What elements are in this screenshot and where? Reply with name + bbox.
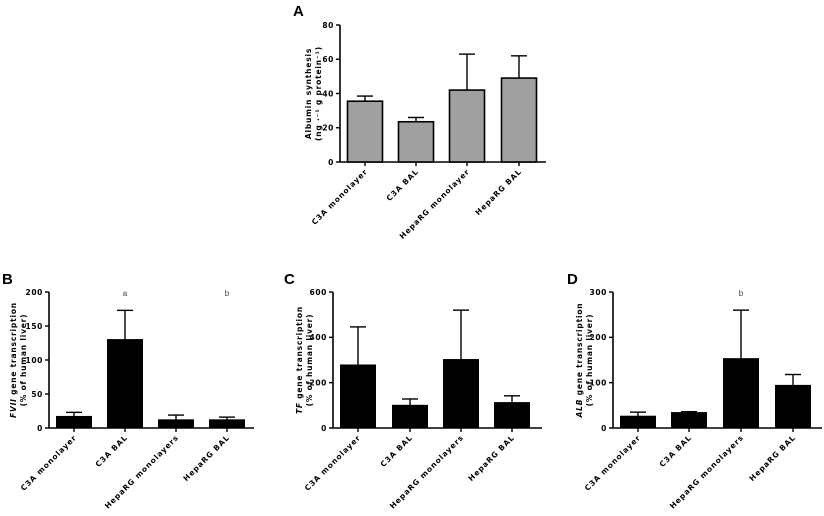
y-tick-label: 60 bbox=[322, 55, 334, 64]
bar bbox=[443, 359, 479, 429]
y-axis-subtitle: (% of human liver) bbox=[19, 314, 28, 407]
bar bbox=[392, 404, 428, 429]
y-axis-subtitle: (% of human liver) bbox=[305, 314, 314, 407]
y-tick-label: 50 bbox=[31, 390, 43, 399]
panel-letter: C bbox=[284, 271, 295, 288]
bar bbox=[494, 402, 530, 429]
significance-annotation: b bbox=[225, 289, 230, 298]
category-label: C3A BAL bbox=[94, 433, 130, 469]
bar bbox=[346, 100, 384, 163]
y-tick-label: 40 bbox=[322, 89, 334, 98]
bar bbox=[158, 419, 194, 429]
bar bbox=[620, 415, 656, 429]
category-label: C3A monolayer bbox=[19, 433, 79, 493]
y-tick-label: 100 bbox=[590, 378, 607, 387]
category-label: HepaRG BAL bbox=[466, 433, 516, 483]
bar bbox=[723, 358, 759, 429]
y-axis-subtitle: (ng ·⁻¹ g protein⁻¹) bbox=[314, 46, 323, 141]
category-label: HepaRG BAL bbox=[747, 433, 797, 483]
y-tick-label: 0 bbox=[601, 424, 607, 433]
y-tick-label: 0 bbox=[37, 424, 43, 433]
bar bbox=[397, 120, 435, 163]
bar bbox=[775, 384, 811, 429]
bar bbox=[448, 89, 486, 163]
category-label: C3A BAL bbox=[379, 433, 415, 469]
y-tick-label: 300 bbox=[590, 288, 607, 297]
y-axis-title: ALB gene transcription bbox=[575, 303, 584, 419]
bar bbox=[500, 77, 538, 163]
y-tick-label: 200 bbox=[310, 378, 327, 387]
y-tick-label: 150 bbox=[26, 322, 43, 331]
category-label: HepaRG BAL bbox=[473, 167, 523, 217]
chart-panel-d: D 0 100 200 300 ALB gene transcription (% of h… bbox=[567, 271, 822, 511]
y-tick-label: 100 bbox=[26, 356, 43, 365]
y-tick-label: 200 bbox=[590, 333, 607, 342]
panel-letter: B bbox=[2, 271, 13, 288]
chart-panel-b: B 0 50 100 150 200 FVII gene transcription (% o… bbox=[2, 271, 254, 511]
bar bbox=[56, 415, 92, 429]
panel-letter: D bbox=[567, 271, 578, 288]
y-axis-title: Albumin synthesis bbox=[304, 48, 313, 139]
y-axis-title: TF gene transcription bbox=[295, 306, 304, 414]
category-label: C3A monolayer bbox=[583, 433, 643, 493]
y-tick-label: 600 bbox=[310, 288, 327, 297]
y-tick-label: 200 bbox=[26, 288, 43, 297]
category-label: C3A monolayer bbox=[303, 433, 363, 493]
bar bbox=[209, 419, 245, 429]
chart-panel-c: C 0 200 400 600 TF gene transcription (% of hu… bbox=[284, 271, 542, 511]
category-label: C3A BAL bbox=[658, 433, 694, 469]
y-tick-label: 80 bbox=[322, 21, 334, 30]
bar bbox=[107, 339, 143, 429]
bar bbox=[340, 364, 376, 429]
y-axis-title: FVII gene transcription bbox=[9, 302, 18, 418]
category-label: C3A monolayer bbox=[310, 167, 370, 227]
panel-letter: A bbox=[293, 3, 304, 20]
category-label: C3A BAL bbox=[385, 167, 421, 203]
chart-panel-a: A 0 20 40 60 80 Albumin synthesis (ng ·⁻¹ g pro… bbox=[293, 3, 546, 241]
y-tick-label: 0 bbox=[328, 158, 334, 167]
bar bbox=[671, 412, 707, 429]
category-label: HepaRG BAL bbox=[181, 433, 231, 483]
y-tick-label: 20 bbox=[322, 124, 334, 133]
y-axis-subtitle: (% of human liver) bbox=[585, 314, 594, 407]
y-tick-label: 0 bbox=[321, 424, 327, 433]
significance-annotation: a bbox=[123, 289, 128, 298]
y-tick-label: 400 bbox=[310, 333, 327, 342]
significance-annotation: b bbox=[739, 289, 744, 298]
